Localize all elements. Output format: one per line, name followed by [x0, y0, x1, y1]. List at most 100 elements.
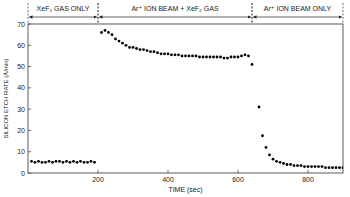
data-point [230, 56, 233, 59]
region-divider [98, 3, 99, 24]
data-point [226, 57, 229, 60]
y-tick [28, 45, 31, 46]
y-axis-label: SILICON ETCH RATE (Å/min) [3, 58, 9, 138]
data-point [41, 161, 44, 164]
data-points [30, 29, 343, 169]
data-point [240, 55, 243, 58]
data-point [314, 165, 317, 168]
data-point [216, 56, 219, 59]
data-point [300, 164, 303, 167]
y-tick-label: 10 [17, 148, 25, 155]
data-point [160, 52, 163, 55]
data-point [303, 165, 306, 168]
data-point [30, 160, 33, 163]
data-point [233, 56, 236, 59]
y-tick [28, 66, 31, 67]
data-point [121, 42, 124, 45]
data-point [69, 161, 72, 164]
data-point [251, 63, 254, 66]
data-point [125, 44, 128, 47]
data-point [118, 40, 121, 43]
data-point [275, 160, 278, 163]
data-point [244, 53, 247, 56]
region-divider [252, 3, 253, 24]
data-point [146, 49, 149, 52]
data-point [37, 160, 40, 163]
data-point [170, 53, 173, 56]
data-point [268, 154, 271, 157]
data-point [44, 161, 47, 164]
data-point [286, 163, 289, 166]
x-tick [168, 170, 169, 173]
y-tick-label: 0 [21, 170, 25, 177]
data-point [163, 52, 166, 55]
y-tick [28, 173, 31, 174]
data-point [128, 46, 131, 49]
data-point [324, 166, 327, 169]
region-label: Ar⁺ ION BEAM ONLY [264, 5, 332, 12]
data-point [296, 164, 299, 167]
y-tick-label: 40 [17, 84, 25, 91]
x-axis-label: TIME (sec) [168, 186, 202, 194]
region-divider [343, 3, 344, 24]
y-tick-label: 50 [17, 63, 25, 70]
region-arrow [253, 17, 342, 18]
data-point [34, 161, 37, 164]
data-point [90, 160, 93, 163]
data-point [100, 31, 103, 34]
data-point [72, 160, 75, 163]
data-point [184, 55, 187, 58]
region-divider [28, 3, 29, 24]
data-point [139, 48, 142, 51]
data-point [258, 106, 261, 109]
data-point [83, 161, 86, 164]
data-point [237, 56, 240, 59]
data-point [310, 165, 313, 168]
x-tick [238, 170, 239, 173]
region-label: Ar⁺ ION BEAM + XeF₂ GAS [131, 5, 218, 12]
data-point [135, 47, 138, 50]
data-point [205, 56, 208, 59]
data-point [293, 164, 296, 167]
x-tick-label: 600 [232, 176, 244, 183]
y-tick-label: 70 [17, 21, 25, 28]
y-tick [28, 24, 31, 25]
x-tick [308, 170, 309, 173]
data-point [247, 55, 250, 58]
data-point [51, 161, 54, 164]
chart: 010203040506070200400600800TIME (sec)SIL… [0, 0, 350, 197]
data-point [111, 33, 114, 36]
data-point [86, 161, 89, 164]
data-point [198, 56, 201, 59]
y-tick-label: 30 [17, 106, 25, 113]
data-point [181, 55, 184, 58]
data-point [212, 56, 215, 59]
data-point [156, 51, 159, 54]
data-point [177, 53, 180, 56]
data-point [149, 50, 152, 53]
data-point [132, 46, 135, 49]
region-divider [252, 3, 253, 24]
data-point [272, 158, 275, 161]
data-point [342, 166, 343, 169]
data-point [76, 161, 79, 164]
x-tick [98, 170, 99, 173]
plot-frame [28, 24, 343, 173]
y-tick-label: 20 [17, 127, 25, 134]
data-point [282, 162, 285, 165]
data-point [107, 31, 110, 34]
region-arrow [99, 17, 251, 18]
data-point [317, 165, 320, 168]
data-point [62, 161, 65, 164]
data-point [328, 166, 331, 169]
data-point [191, 55, 194, 58]
data-point [55, 160, 58, 163]
data-point [188, 55, 191, 58]
data-point [79, 160, 82, 163]
data-point [202, 56, 205, 59]
data-point [167, 52, 170, 55]
data-point [48, 160, 51, 163]
data-point [65, 160, 68, 163]
data-point [114, 38, 117, 41]
x-tick-label: 400 [162, 176, 174, 183]
